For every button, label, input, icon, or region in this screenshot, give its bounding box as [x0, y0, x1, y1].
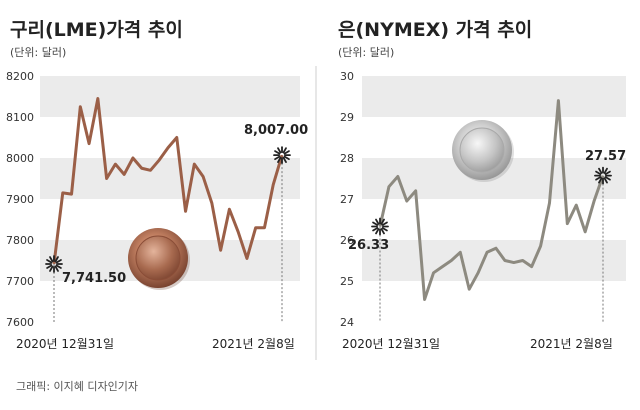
chart-right: 은(NYMEX) 가격 추이 (단위: 달러) 24 25 26 27 28 29 30 2…: [338, 19, 626, 351]
left-bands: [40, 76, 300, 322]
left-marker-ray: [277, 147, 282, 154]
left-grid-band: [40, 281, 300, 322]
right-guides: [379, 175, 604, 322]
left-marker-ray: [282, 147, 287, 154]
left-marker-ray: [55, 259, 62, 264]
right-highlight-marker: [594, 166, 612, 185]
left-marker-ray: [49, 256, 54, 263]
left-highlight-marker: [273, 146, 291, 165]
left-subtitle: (단위: 달러): [10, 46, 66, 59]
left-marker-ray: [46, 264, 53, 269]
right-coin: [452, 120, 514, 182]
right-grid-band: [362, 240, 626, 281]
right-marker-ray: [598, 167, 603, 174]
right-subtitle: (단위: 달러): [338, 46, 394, 59]
right-marker-ray: [380, 228, 385, 235]
right-marker-ray: [381, 221, 388, 226]
left-ytick-label: 8100: [6, 111, 34, 124]
left-marker-ray: [49, 265, 54, 272]
right-ytick-label: 25: [340, 275, 354, 288]
right-highlight-marker: [371, 217, 389, 236]
right-grid-band: [362, 199, 626, 240]
left-grid-band: [40, 158, 300, 199]
left-ytick-label: 7600: [6, 316, 34, 329]
right-end-label: 27.57: [585, 149, 626, 164]
right-marker-ray: [375, 218, 380, 225]
left-marker-ray: [54, 256, 59, 263]
left-ytick-label: 8200: [6, 70, 34, 83]
left-marker-ray: [46, 259, 53, 264]
right-ytick-label: 26: [340, 234, 354, 247]
right-grid-band: [362, 76, 626, 117]
left-marker-ray: [274, 155, 281, 161]
right-ytick-label: 29: [340, 111, 354, 124]
left-grid-band: [40, 76, 300, 117]
right-marker-ray: [604, 176, 611, 181]
copper-coin-inner: [135, 235, 181, 281]
left-ytick-label: 8000: [6, 152, 34, 165]
left-coin: [128, 228, 190, 290]
left-marker-ray: [282, 156, 287, 163]
left-marker-ray: [274, 150, 281, 155]
left-marker-ray: [277, 156, 282, 163]
credit-text: 그래픽: 이지혜 디자인기자: [16, 380, 138, 393]
right-title: 은(NYMEX) 가격 추이: [338, 19, 532, 41]
left-ytick-label: 7700: [6, 275, 34, 288]
left-start-label: 7,741.50: [62, 271, 126, 286]
left-yticks: 7600 7700 7800 7900 8000 8100 8200: [6, 70, 34, 329]
left-marker-ray: [283, 150, 290, 155]
right-markers: [371, 166, 612, 236]
right-ytick-label: 27: [340, 193, 354, 206]
right-ytick-label: 24: [340, 316, 354, 329]
right-marker-ray: [372, 221, 379, 226]
left-ytick-label: 7800: [6, 234, 34, 247]
right-marker-ray: [604, 170, 611, 176]
right-start-label: 26.33: [348, 238, 389, 253]
left-markers: [45, 146, 291, 273]
left-guides: [53, 155, 283, 322]
right-bands: [362, 76, 626, 322]
right-marker-ray: [603, 177, 608, 184]
left-end-label: 8,007.00: [244, 123, 308, 138]
left-title: 구리(LME)가격 추이: [10, 19, 183, 41]
right-marker-ray: [375, 228, 380, 235]
right-marker-ray: [381, 227, 388, 232]
right-marker-ray: [372, 227, 379, 232]
chart-left: 구리(LME)가격 추이 (단위: 달러) 7600 7700 7800 7900 80…: [6, 19, 308, 351]
right-yticks: 24 25 26 27 28 29 30: [340, 70, 354, 329]
right-x-end-label: 2021년 2월8일: [530, 337, 613, 351]
left-marker-ray: [283, 155, 290, 161]
left-highlight-marker: [45, 255, 63, 273]
left-x-end-label: 2021년 2월8일: [212, 337, 295, 351]
left-marker-ray: [55, 264, 62, 269]
left-ytick-label: 7900: [6, 193, 34, 206]
left-x-start-label: 2020년 12월31일: [16, 337, 114, 351]
right-marker-ray: [603, 167, 608, 174]
right-series-line: [378, 99, 605, 301]
silver-coin-inner: [459, 127, 505, 173]
left-series-line: [52, 97, 284, 265]
right-ytick-label: 28: [340, 152, 354, 165]
right-x-start-label: 2020년 12월31일: [342, 337, 440, 351]
left-marker-ray: [54, 265, 59, 272]
right-marker-ray: [595, 176, 602, 181]
right-grid-band: [362, 281, 626, 322]
right-marker-ray: [595, 170, 602, 176]
right-ytick-label: 30: [340, 70, 354, 83]
right-marker-ray: [380, 218, 385, 225]
right-marker-ray: [598, 177, 603, 184]
